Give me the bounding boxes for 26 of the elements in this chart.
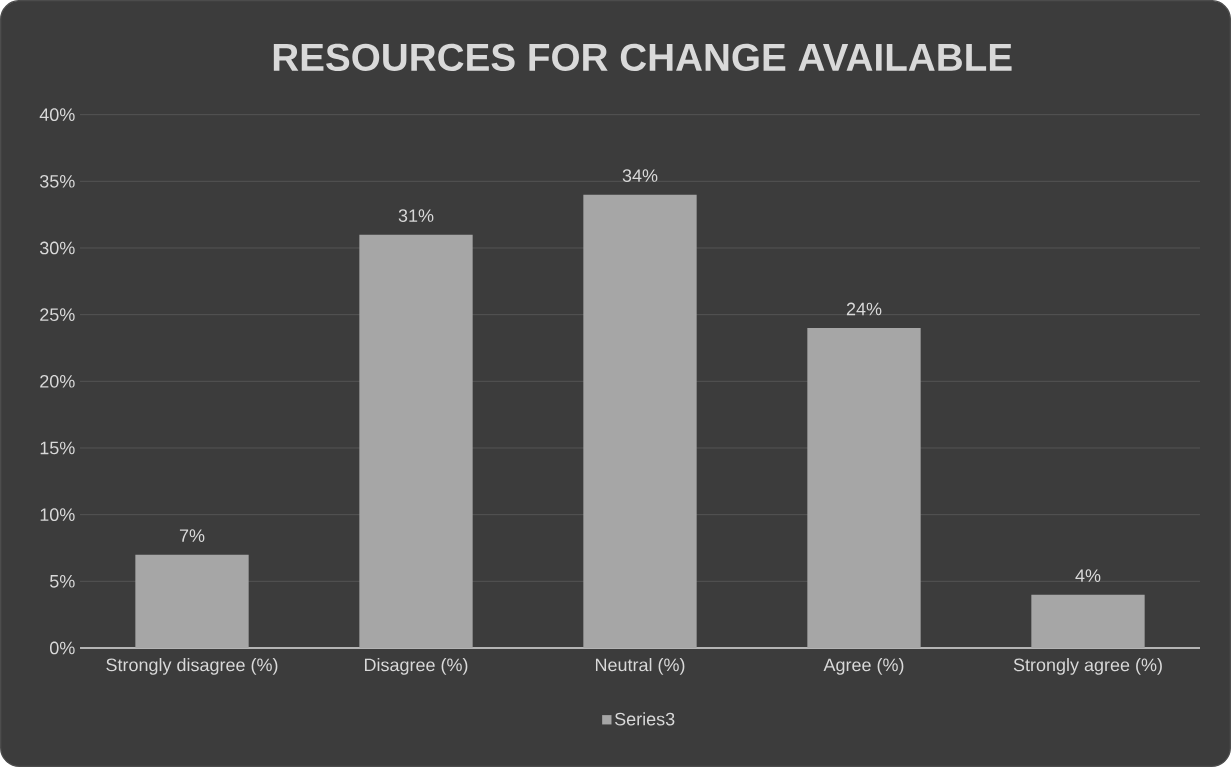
x-tick-label: Strongly agree (%) — [1013, 658, 1162, 675]
x-tick-label: Agree (%) — [823, 658, 904, 675]
y-tick-label: 0% — [50, 641, 75, 655]
data-label: 24% — [846, 302, 882, 316]
y-tick-label: 30% — [39, 241, 75, 255]
y-tick-label: 15% — [40, 441, 75, 455]
bar — [135, 554, 249, 648]
data-label: 7% — [179, 529, 205, 542]
legend-label: Series3 — [614, 712, 675, 726]
y-tick-label: 5% — [50, 574, 75, 588]
y-tick-label: 35% — [39, 174, 75, 188]
bar — [359, 234, 473, 648]
y-tick-label: 10% — [40, 508, 75, 522]
y-tick-label: 25% — [40, 308, 75, 322]
x-tick-label: Disagree (%) — [364, 658, 468, 675]
data-label: 34% — [622, 169, 658, 182]
y-tick-label: 20% — [40, 374, 75, 388]
bar — [807, 327, 921, 648]
x-tick-label: Strongly disagree (%) — [106, 658, 278, 675]
bar — [1031, 594, 1145, 648]
bar — [583, 194, 697, 648]
chart-title: RESOURCES FOR CHANGE AVAILABLE — [273, 43, 1012, 72]
y-tick-label: 40% — [39, 108, 75, 122]
x-tick-label: Neutral (%) — [595, 658, 685, 675]
data-label: 4% — [1075, 569, 1101, 582]
data-label: 31% — [398, 209, 434, 222]
